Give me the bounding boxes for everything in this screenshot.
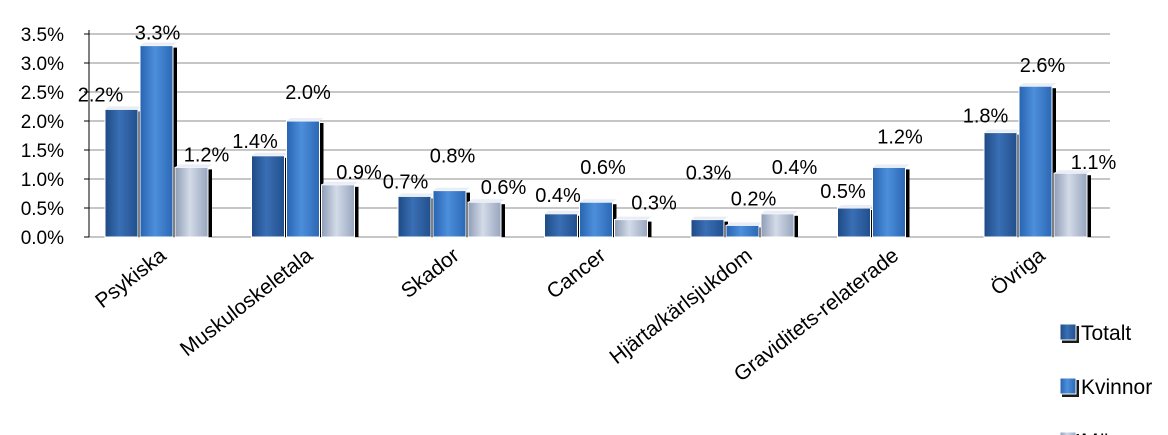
bar-totalt-3 — [397, 195, 432, 238]
bar-kvinnor-7 — [1018, 85, 1053, 238]
data-label: 1.1% — [1071, 152, 1117, 174]
legend-swatch-män — [1059, 431, 1077, 435]
y-tick-label: 2.5% — [21, 83, 64, 104]
legend-swatch-totalt — [1059, 323, 1077, 341]
data-label: 0.3% — [686, 163, 732, 185]
bar-top — [614, 216, 652, 220]
data-label: 0.8% — [430, 146, 476, 168]
category-label: Cancer — [543, 244, 611, 304]
bar-top — [984, 129, 1021, 133]
bar-kvinnor-5 — [725, 224, 760, 238]
y-tick-label: 1.5% — [21, 141, 64, 162]
bar-top — [398, 193, 435, 197]
bar-män-5 — [760, 213, 795, 238]
bar-totalt-5 — [690, 219, 725, 238]
bar-män-3 — [467, 201, 502, 238]
data-label: 0.9% — [336, 162, 382, 184]
bar-top — [1054, 170, 1091, 174]
category-label: Muskuloskeletala — [176, 244, 317, 361]
y-tick-label: 3.0% — [21, 54, 64, 75]
category-label: Psykiska — [91, 244, 171, 313]
bar-kvinnor-6 — [872, 166, 906, 238]
bar-män-7 — [1053, 172, 1088, 238]
bar-top — [175, 164, 212, 168]
legend-label: Totalt — [1081, 322, 1131, 345]
y-tick-label: 0.0% — [21, 228, 64, 249]
data-label: 1.4% — [232, 131, 278, 153]
bar-kvinnor-2 — [286, 120, 320, 238]
bar-top — [251, 152, 289, 156]
bar-totalt-2 — [251, 155, 285, 238]
bar-totalt-7 — [983, 132, 1018, 238]
data-label: 0.6% — [580, 157, 626, 179]
y-tick-label: 0.5% — [21, 199, 64, 220]
bar-totalt-4 — [544, 213, 578, 238]
legend-label: Män — [1081, 430, 1122, 435]
data-label: 0.7% — [383, 171, 429, 193]
category-label: Övriga — [987, 244, 1050, 300]
bar-top — [286, 118, 324, 121]
y-tick-label: 2.0% — [21, 112, 64, 133]
bar-top — [468, 199, 505, 203]
data-label: 0.3% — [631, 193, 677, 215]
legend-label: Kvinnor — [1081, 376, 1152, 399]
bar-top — [321, 181, 359, 185]
bar-kvinnor-1 — [139, 45, 174, 238]
category-labels: Psykiska Muskuloskeletala Skador CancerHjär… — [91, 244, 1050, 387]
bar-totalt-1 — [104, 108, 139, 238]
bar-top — [761, 210, 798, 214]
bar-top — [1019, 83, 1056, 87]
axes: 0.0% 0.5% 1.0% 1.5% 2.0% 2.5% 3.0% 3.5% — [21, 25, 90, 249]
data-label: 2.0% — [285, 82, 331, 104]
bar-top — [433, 187, 470, 191]
data-labels: 2.2%3.3%1.2%1.4%2.0%0.9% 0.7%0.8%0.6% 0.4%… — [78, 23, 1117, 215]
data-label: 3.3% — [135, 23, 181, 45]
bar-top — [691, 216, 728, 220]
data-label: 2.6% — [1020, 55, 1066, 77]
bar-top — [579, 199, 617, 203]
y-tick-label: 1.0% — [21, 170, 64, 191]
data-label: 1.2% — [877, 126, 923, 148]
bar-top — [837, 205, 875, 208]
bar-totalt-6 — [837, 207, 871, 238]
legend-swatch-kvinnor — [1059, 377, 1077, 395]
bar-män-2 — [321, 184, 355, 238]
legend: Totalt Kvinnor Män — [1059, 322, 1152, 435]
data-label: 1.8% — [963, 106, 1009, 128]
category-label: Graviditets-relaterade — [730, 244, 903, 386]
category-label: Hjärta/kärlsjukdom — [605, 244, 756, 369]
bar-kvinnor-3 — [432, 190, 467, 238]
data-label: 0.4% — [535, 185, 581, 207]
bar-män-4 — [614, 219, 648, 238]
bar-kvinnor-4 — [579, 201, 613, 238]
data-label: 2.2% — [78, 84, 124, 106]
data-label: 0.5% — [820, 181, 866, 203]
bar-män-1 — [174, 166, 209, 238]
bar-top — [105, 106, 142, 110]
data-label: 0.2% — [731, 188, 777, 210]
data-label: 1.2% — [184, 144, 230, 166]
bar-top — [872, 164, 910, 168]
bar-top — [140, 42, 177, 46]
y-tick-label: 3.5% — [21, 25, 64, 46]
data-label: 0.6% — [481, 177, 527, 199]
bar-top — [544, 210, 582, 214]
data-label: 0.4% — [772, 157, 818, 179]
category-label: Skador — [397, 244, 464, 303]
bars — [104, 42, 1091, 238]
bar-top — [726, 222, 763, 226]
